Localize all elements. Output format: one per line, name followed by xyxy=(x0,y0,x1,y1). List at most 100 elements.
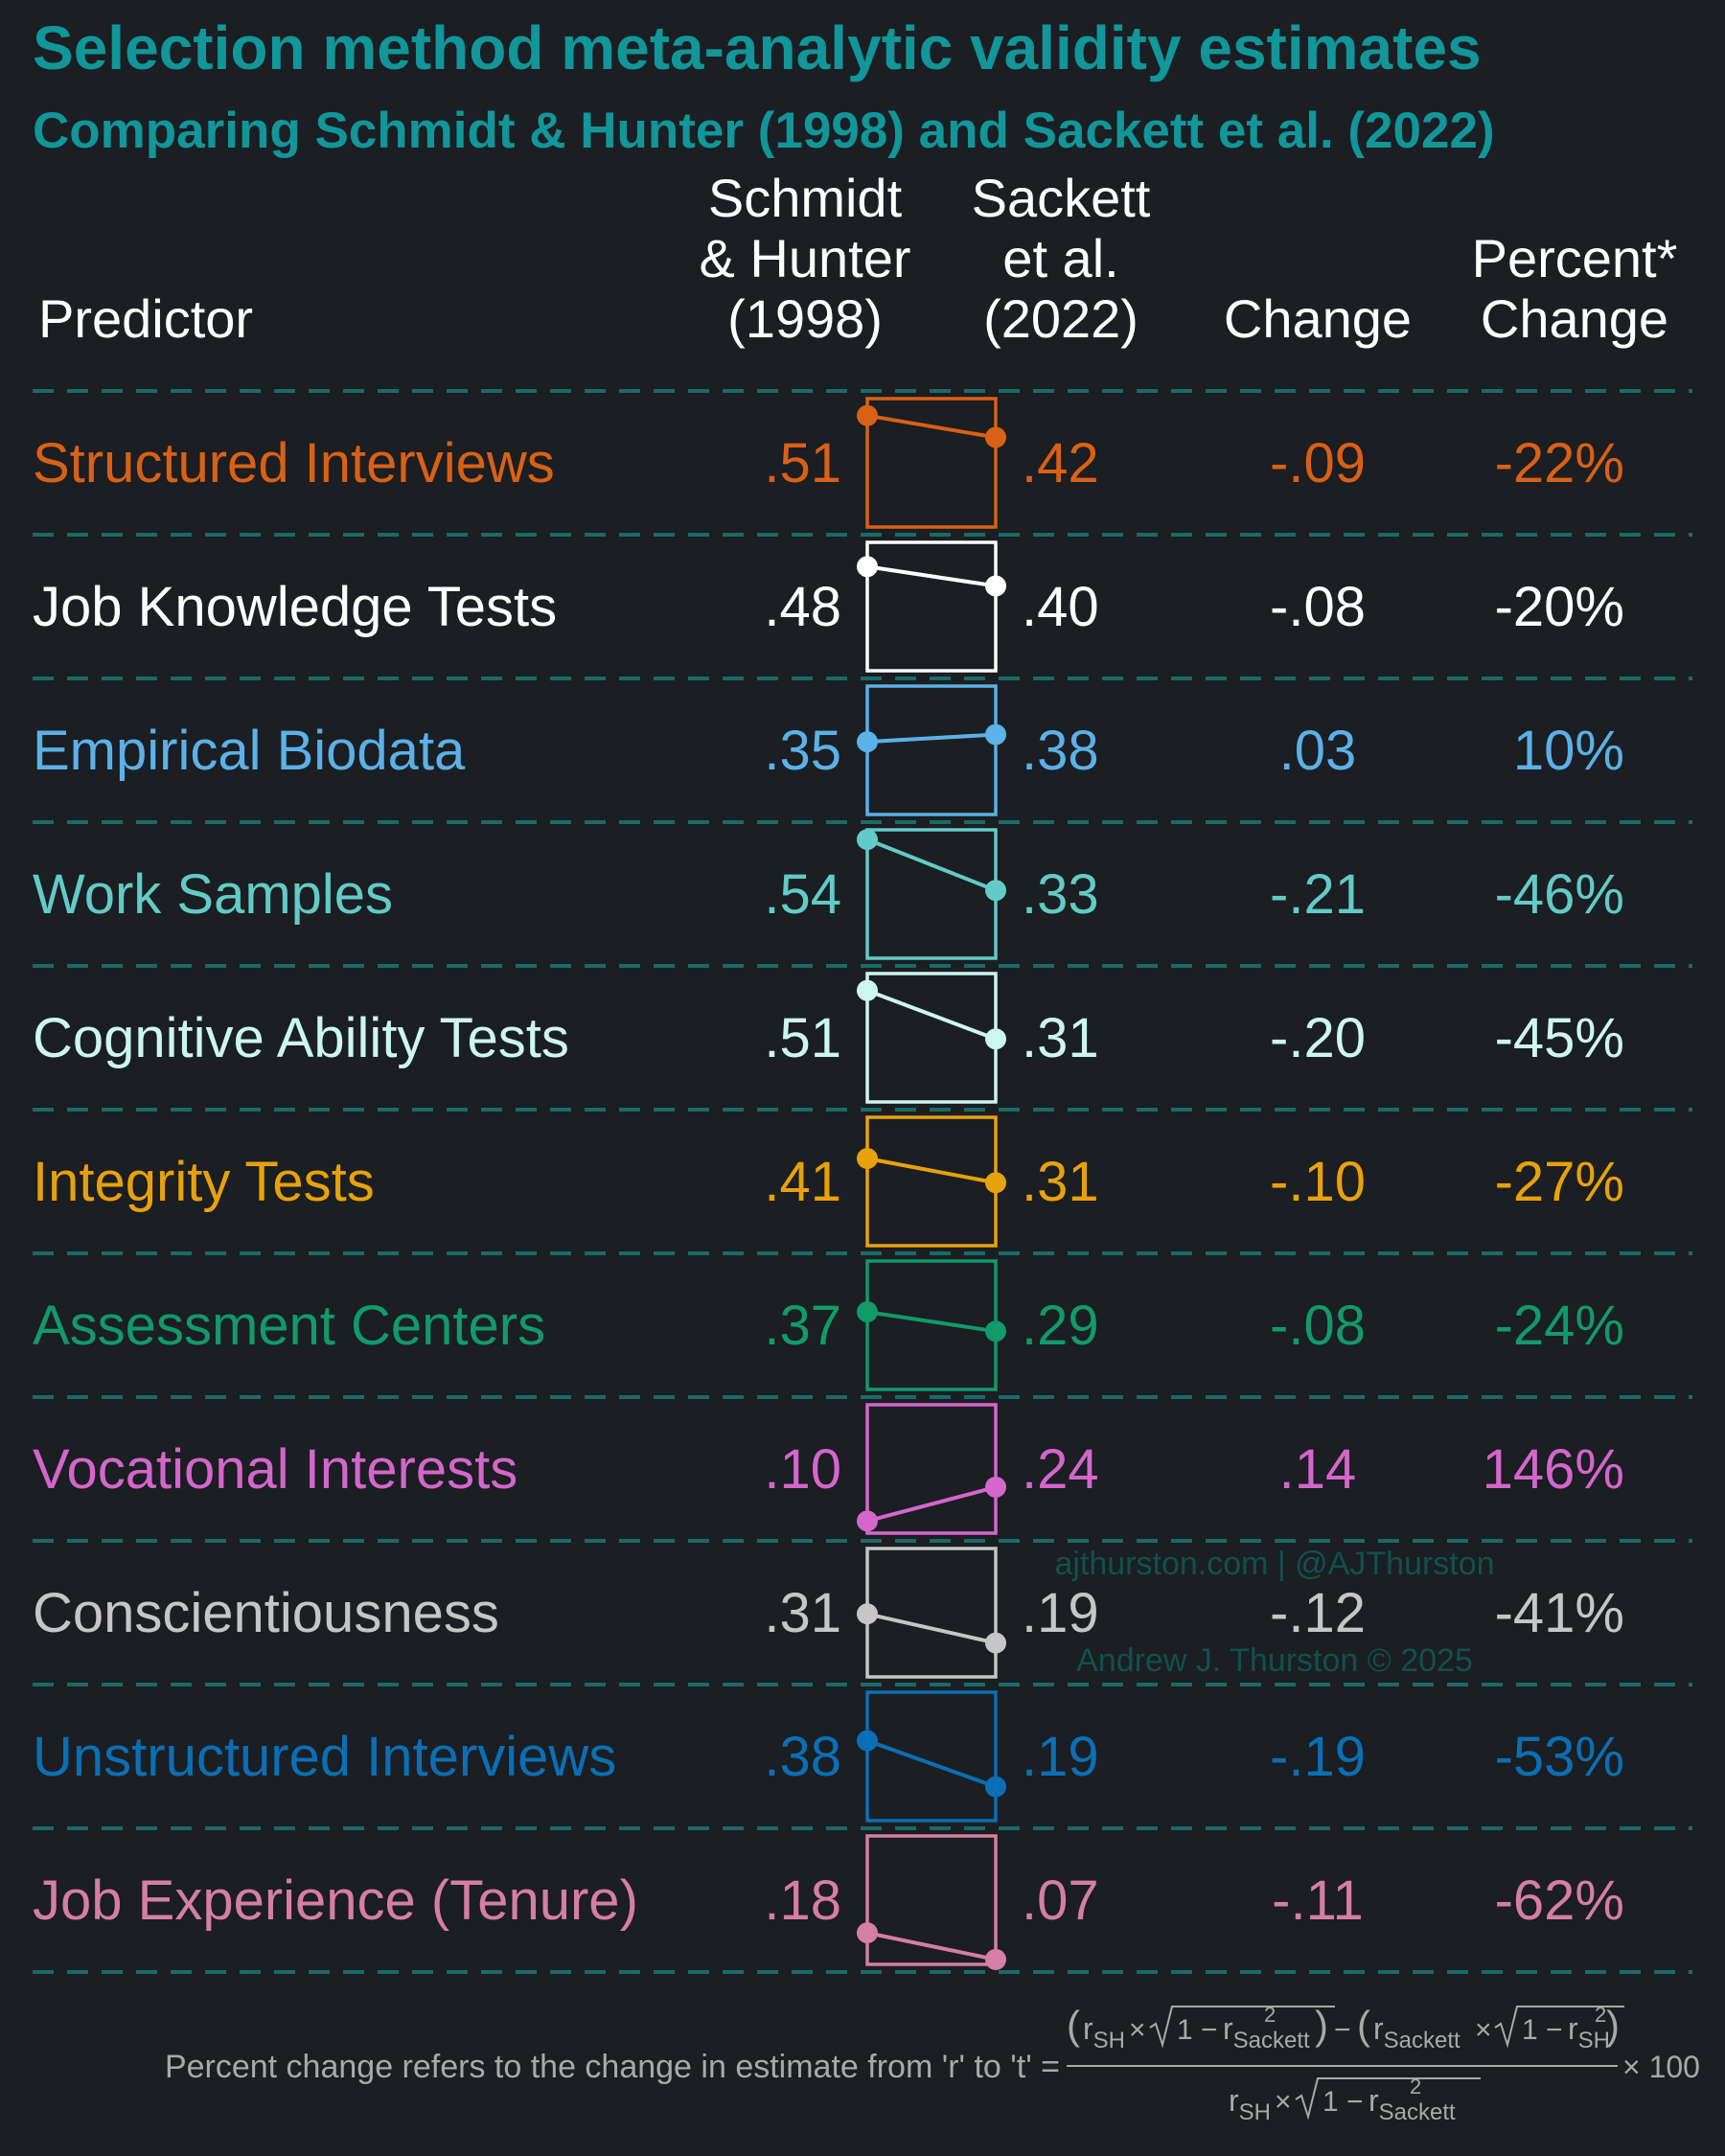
percent-change-value: -20% xyxy=(1495,576,1624,638)
predictor-label: Integrity Tests xyxy=(33,1151,375,1213)
numerator-r-sackett: rSackett xyxy=(1373,2011,1460,2053)
predictor-label: Conscientiousness xyxy=(33,1582,499,1644)
slope-box xyxy=(865,540,998,673)
slope-line xyxy=(866,1157,997,1185)
sackett-value: .29 xyxy=(1022,1295,1099,1357)
numerator-times-2: × xyxy=(1475,2014,1492,2046)
sackett-point xyxy=(985,1776,1006,1798)
slope-box xyxy=(865,1690,998,1823)
change-value: -.19 xyxy=(1270,1726,1366,1788)
slope-line xyxy=(866,564,997,588)
table-row: Cognitive Ability Tests .51 .31 -.20 -45% xyxy=(33,972,1624,1104)
denominator-sqrt xyxy=(1295,2077,1481,2121)
sackett-value: .40 xyxy=(1022,576,1099,638)
header-sackett-line-2: et al. xyxy=(1002,228,1118,288)
numerator-paren-close-1: ) xyxy=(1315,2003,1328,2048)
slope-line xyxy=(866,732,997,745)
predictor-label: Structured Interviews xyxy=(33,432,555,494)
percent-change-value: -22% xyxy=(1495,432,1624,494)
numerator-sqrt-1 xyxy=(1149,2006,1335,2049)
sh-point xyxy=(857,1510,878,1532)
percent-change-value: -45% xyxy=(1495,1007,1624,1069)
predictor-label: Job Knowledge Tests xyxy=(33,576,557,638)
sackett-point xyxy=(985,426,1006,448)
table-row: Work Samples .54 .33 -.21 -46% xyxy=(33,828,1624,960)
sackett-point xyxy=(985,1476,1006,1498)
sh-value: .38 xyxy=(764,1726,841,1788)
slope-line xyxy=(866,1612,997,1645)
footnote-text: Percent change refers to the change in e… xyxy=(165,2049,1060,2085)
change-value: -.21 xyxy=(1270,863,1366,926)
numerator-r-sh: rSH xyxy=(1083,2011,1125,2053)
numerator-r-sackett-sq-square: 2 xyxy=(1264,2003,1276,2027)
sh-point xyxy=(857,1730,878,1752)
header-sh-line-1: Schmidt xyxy=(708,168,903,228)
sh-value: .35 xyxy=(764,720,841,782)
predictor-label: Unstructured Interviews xyxy=(33,1726,616,1788)
header-sackett-line-3: (2022) xyxy=(983,288,1138,349)
header-sackett-line-1: Sackett xyxy=(972,168,1151,228)
table-row: Empirical Biodata .35 .38 .03 10% xyxy=(33,684,1624,816)
percent-change-value: -41% xyxy=(1495,1582,1624,1644)
sackett-value: .19 xyxy=(1022,1582,1099,1644)
predictor-label: Vocational Interests xyxy=(33,1438,518,1501)
change-value: -.12 xyxy=(1270,1582,1366,1644)
sh-value: .54 xyxy=(764,863,841,926)
predictor-label: Job Experience (Tenure) xyxy=(33,1869,638,1932)
sh-point xyxy=(857,1603,878,1625)
sh-point xyxy=(857,731,878,753)
sh-value: .31 xyxy=(764,1582,841,1644)
sackett-value: .42 xyxy=(1022,432,1099,494)
numerator-r-sh-sq: rSH xyxy=(1568,2011,1610,2053)
slope-line xyxy=(866,1931,997,1961)
header-pct-line-2: Change xyxy=(1481,288,1668,349)
column-headers: Predictor Schmidt& Hunter(1998) Sackettet … xyxy=(38,168,1677,349)
change-value: -.08 xyxy=(1270,1295,1366,1357)
sh-point xyxy=(857,829,878,851)
predictor-label: Work Samples xyxy=(33,863,393,926)
slope-line xyxy=(866,1310,997,1334)
denominator-r-sackett-sq-square: 2 xyxy=(1410,2075,1421,2099)
sackett-point xyxy=(985,723,1006,745)
footnote: Percent change refers to the change in e… xyxy=(165,2003,1700,2125)
numerator-sqrt-2 xyxy=(1494,2006,1624,2049)
sackett-point xyxy=(985,575,1006,597)
sackett-point xyxy=(985,1320,1006,1342)
sh-value: .51 xyxy=(764,1007,841,1069)
sackett-point xyxy=(985,1632,1006,1654)
slope-line xyxy=(866,988,997,1042)
sh-value: .41 xyxy=(764,1151,841,1213)
numerator-times-1: × xyxy=(1129,2014,1146,2046)
table-row: Structured Interviews .51 .42 -.09 -22% xyxy=(33,397,1624,529)
header-pct-line-1: Percent* xyxy=(1472,228,1678,288)
numerator-minus: − xyxy=(1334,2014,1351,2046)
sh-point xyxy=(857,556,878,578)
change-value: -.11 xyxy=(1272,1869,1364,1932)
header-sh-line-2: & Hunter xyxy=(700,228,911,288)
sackett-value: .24 xyxy=(1022,1438,1099,1501)
header-predictor-line-1: Predictor xyxy=(38,288,253,349)
table-row: Vocational Interests .10 .24 .14 146% xyxy=(33,1403,1624,1535)
sh-point xyxy=(857,1922,878,1944)
sackett-value: .38 xyxy=(1022,720,1099,782)
sackett-point xyxy=(985,1028,1006,1050)
predictor-label: Assessment Centers xyxy=(33,1295,545,1357)
denominator-times: × xyxy=(1275,2086,1292,2118)
numerator-paren-open-2: ( xyxy=(1357,2003,1370,2048)
slope-box xyxy=(865,1403,998,1535)
change-value: -.20 xyxy=(1270,1007,1366,1069)
slope-box xyxy=(865,1834,998,1966)
sh-value: .37 xyxy=(764,1295,841,1357)
denominator-one-minus: 1 − xyxy=(1322,2086,1364,2118)
change-value: -.10 xyxy=(1270,1151,1366,1213)
predictor-label: Cognitive Ability Tests xyxy=(33,1007,569,1069)
sh-point xyxy=(857,1301,878,1323)
sackett-point xyxy=(985,1948,1006,1970)
change-value: -.08 xyxy=(1270,576,1366,638)
change-value: .14 xyxy=(1279,1438,1357,1501)
sackett-value: .31 xyxy=(1022,1151,1099,1213)
percent-change-value: 10% xyxy=(1513,720,1624,782)
percent-change-value: -46% xyxy=(1495,863,1624,926)
